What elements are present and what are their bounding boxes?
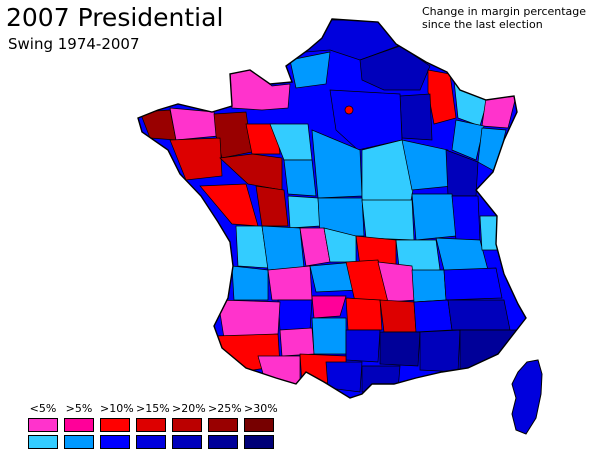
region-sarthe	[219, 153, 283, 191]
region-var	[459, 329, 517, 373]
region-correze	[311, 295, 347, 319]
legend-column: >30%	[244, 402, 278, 449]
legend-swatch-blue	[28, 435, 58, 449]
legend-label: >15%	[136, 402, 170, 415]
legend-swatch-blue	[136, 435, 166, 449]
region-cher	[317, 197, 365, 237]
region-ariege	[325, 361, 363, 393]
region-deux-sevres	[261, 225, 305, 271]
region-marne	[399, 93, 433, 141]
region-hautes-alpes	[447, 299, 511, 331]
region-ain	[435, 237, 489, 271]
legend-column: >10%	[100, 402, 134, 449]
legend-swatch-blue	[64, 435, 94, 449]
region-manche	[229, 69, 291, 111]
legend-column: <5%	[28, 402, 58, 449]
legend-label: >5%	[65, 402, 93, 415]
legend-label: >20%	[172, 402, 206, 415]
legend-swatch-blue	[244, 435, 274, 449]
legend-column: >5%	[64, 402, 94, 449]
region-nievre	[361, 199, 415, 241]
map-note: Change in margin percentage since the la…	[422, 5, 592, 31]
legend-swatch-red	[244, 418, 274, 432]
legend-swatch-red	[136, 418, 166, 432]
legend-swatch-blue	[172, 435, 202, 449]
region-lot-garonne	[279, 327, 315, 357]
legend-column: >15%	[136, 402, 170, 449]
legend-swatch-blue	[208, 435, 238, 449]
legend-swatch-blue	[100, 435, 130, 449]
region-lot	[311, 317, 347, 355]
map-title: 2007 Presidential	[6, 3, 224, 32]
region-loir-cher	[283, 159, 317, 197]
region-charente	[267, 265, 313, 301]
region-somme	[289, 51, 331, 89]
region-vaucluse	[419, 329, 461, 373]
legend-swatch-red	[64, 418, 94, 432]
legend-swatch-red	[100, 418, 130, 432]
region-cantal	[345, 297, 383, 331]
legend-column: >20%	[172, 402, 206, 449]
legend-label: >30%	[244, 402, 278, 415]
note-line-1: Change in margin percentage	[422, 5, 587, 18]
mainland-outline	[137, 18, 527, 399]
region-saone-loire	[411, 193, 457, 241]
map-subtitle: Swing 1974-2007	[8, 35, 140, 53]
region-charente-maritime	[231, 265, 269, 301]
region-isere	[411, 269, 447, 303]
region-vosges	[451, 119, 485, 161]
region-gers	[257, 355, 301, 385]
legend-swatch-red	[208, 418, 238, 432]
legend-swatch-red	[172, 418, 202, 432]
region-mayenne	[245, 123, 281, 155]
region-ile-de-france	[329, 89, 403, 151]
region-aveyron	[345, 329, 381, 363]
region-paris	[344, 105, 354, 115]
mainland-regions	[138, 19, 526, 398]
region-lozere	[379, 299, 417, 333]
region-savoie	[443, 267, 503, 301]
note-line-2: since the last election	[422, 18, 543, 31]
region-drome	[413, 299, 453, 333]
region-gironde	[217, 299, 281, 339]
region-corsica	[511, 359, 543, 435]
region-dordogne	[277, 299, 313, 331]
region-maine-loire	[255, 185, 289, 227]
region-jura	[451, 195, 481, 241]
legend-column: >25%	[208, 402, 242, 449]
region-meuse	[427, 69, 457, 125]
region-cotes-armor	[169, 107, 219, 141]
region-morbihan	[169, 137, 223, 181]
legend-swatch-red	[28, 418, 58, 432]
legend-label: <5%	[29, 402, 57, 415]
region-gard	[379, 331, 421, 367]
region-ille-vilaine	[213, 111, 253, 159]
region-indre-loire	[287, 195, 321, 229]
legend-label: >10%	[100, 402, 134, 415]
legend-label: >25%	[208, 402, 242, 415]
